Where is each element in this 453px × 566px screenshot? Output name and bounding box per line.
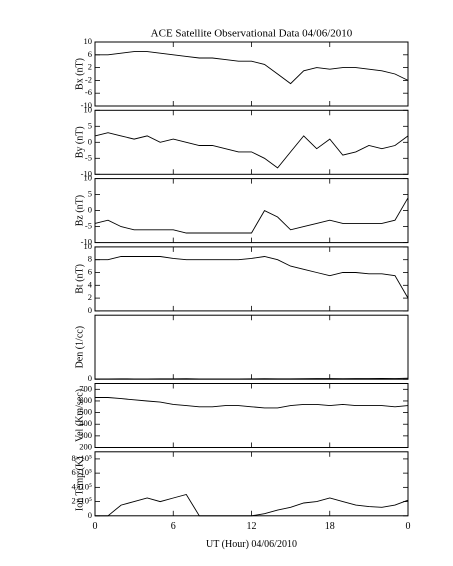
data-line xyxy=(95,493,409,517)
y-axis-label: By (nT) xyxy=(74,126,85,158)
panel-frame xyxy=(94,109,409,175)
y-tick-label: 600 xyxy=(79,395,92,405)
y-tick-label: 200 xyxy=(79,441,92,451)
y-tick-label: 0 xyxy=(88,136,92,146)
y-tick-label: 500 xyxy=(79,407,92,417)
y-tick-label: 0 xyxy=(88,305,92,315)
panel-frame xyxy=(94,383,409,448)
y-tick-label: 10 xyxy=(84,104,93,114)
y-axis-label: Ion Temp (K) xyxy=(74,456,85,511)
y-tick-label: 700 xyxy=(79,383,92,393)
y-tick-label: 0 xyxy=(88,373,92,383)
y-tick-label: -10 xyxy=(81,237,92,247)
y-tick-label: -5 xyxy=(85,152,92,162)
data-line xyxy=(95,397,409,409)
y-axis-label: Bz (nT) xyxy=(74,195,85,226)
x-tick-label: 0 xyxy=(93,521,98,532)
y-tick-label: -6 xyxy=(85,87,92,97)
y-tick-label: -2 xyxy=(85,74,92,84)
y-tick-label: 8×10⁵ xyxy=(71,453,92,463)
y-tick-label: 2 xyxy=(88,292,92,302)
y-axis-label: Den (1/cc) xyxy=(74,326,85,368)
y-axis-label: Vel (Km/sec) xyxy=(74,389,85,442)
y-tick-label: 4 xyxy=(88,279,93,289)
y-tick-label: 10 xyxy=(84,241,93,251)
y-tick-label: 5 xyxy=(88,189,92,199)
data-line xyxy=(94,197,409,234)
y-axis-label: Bx (nT) xyxy=(74,58,85,90)
y-tick-label: 6×10⁵ xyxy=(71,467,92,477)
y-tick-label: 6 xyxy=(88,266,92,276)
x-axis-label: UT (Hour) 04/06/2010 xyxy=(206,539,297,550)
y-tick-label: 6 xyxy=(88,49,92,59)
y-tick-label: 8 xyxy=(88,254,92,264)
y-tick-label: 10 xyxy=(84,173,93,183)
y-tick-label: 10 xyxy=(84,36,93,46)
x-tick-label: 6 xyxy=(171,521,176,532)
chart-title: ACE Satellite Observational Data 04/06/2… xyxy=(151,28,353,40)
x-tick-label: 18 xyxy=(325,521,335,532)
y-axis-label: Bt (nT) xyxy=(74,264,85,294)
y-tick-label: 4×10⁵ xyxy=(71,481,92,491)
y-tick-label: 300 xyxy=(79,430,92,440)
x-tick-label: 12 xyxy=(247,521,257,532)
x-tick-label: 0 xyxy=(406,521,411,532)
panel-frame xyxy=(94,314,409,380)
y-tick-label: 0 xyxy=(88,205,92,215)
data-line xyxy=(95,51,409,85)
panel-frame xyxy=(94,451,409,517)
y-tick-label: 400 xyxy=(79,418,92,428)
y-tick-label: 2 xyxy=(88,62,92,72)
data-line xyxy=(95,377,409,380)
y-tick-label: -10 xyxy=(81,168,92,178)
data-line xyxy=(95,256,409,299)
y-tick-label: -5 xyxy=(85,221,92,231)
data-line xyxy=(94,132,409,169)
y-tick-label: 0 xyxy=(88,510,92,520)
y-tick-label: 5 xyxy=(88,120,92,130)
y-tick-label: -10 xyxy=(81,100,92,110)
y-tick-label: 2×10⁵ xyxy=(71,496,92,506)
